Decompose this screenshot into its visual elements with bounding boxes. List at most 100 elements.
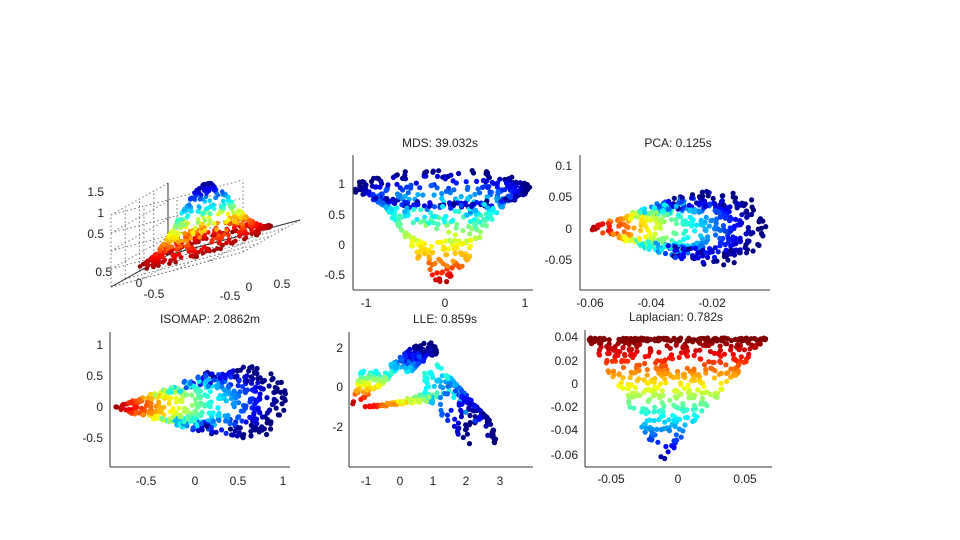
- data-point: [199, 409, 205, 415]
- data-point: [714, 336, 720, 342]
- data-point: [433, 277, 439, 283]
- data-point: [692, 228, 698, 234]
- data-point: [416, 354, 422, 360]
- data-point: [416, 397, 422, 403]
- data-point: [632, 393, 638, 399]
- data-point: [439, 195, 445, 201]
- data-point: [444, 252, 450, 258]
- data-point: [249, 231, 254, 237]
- data-point: [451, 423, 457, 429]
- data-point: [193, 225, 198, 231]
- data-point: [239, 221, 245, 227]
- data-point: [160, 394, 166, 400]
- data-point: [190, 425, 196, 431]
- data-point: [600, 230, 606, 236]
- grid-line: [143, 245, 202, 279]
- data-point: [703, 366, 709, 373]
- data-point: [696, 374, 703, 380]
- data-point: [231, 210, 236, 215]
- data-point: [629, 212, 635, 218]
- data-point: [721, 351, 728, 357]
- data-point: [499, 199, 505, 205]
- data-point: [646, 386, 652, 392]
- data-point: [453, 381, 459, 387]
- data-point: [706, 223, 712, 229]
- data-point: [643, 425, 650, 432]
- data-point: [192, 396, 198, 402]
- data-point: [239, 418, 245, 424]
- data-point: [199, 230, 204, 235]
- data-point: [749, 204, 755, 210]
- data-point: [717, 235, 723, 242]
- data-point: [656, 349, 662, 355]
- data-point: [186, 202, 192, 207]
- data-point: [513, 179, 519, 185]
- data-point: [665, 243, 671, 249]
- data-point: [644, 367, 650, 373]
- data-point: [189, 392, 195, 398]
- data-point: [735, 368, 742, 374]
- data-point: [626, 346, 632, 353]
- data-point: [396, 223, 402, 229]
- data-point: [763, 224, 769, 230]
- data-point: [466, 223, 472, 230]
- data-point: [402, 193, 408, 199]
- data-point: [680, 408, 687, 414]
- data-point: [463, 179, 469, 185]
- data-point: [691, 402, 698, 409]
- data-point: [452, 250, 458, 256]
- data-point: [153, 408, 159, 414]
- data-point: [467, 231, 473, 237]
- data-point: [472, 191, 478, 197]
- data-point: [467, 218, 473, 224]
- data-point: [266, 408, 272, 414]
- data-point: [677, 380, 684, 386]
- data-point: [485, 205, 491, 211]
- data-point: [675, 368, 681, 375]
- data-point: [715, 249, 721, 255]
- data-point: [208, 204, 213, 210]
- data-point: [703, 203, 709, 209]
- data-point: [203, 379, 209, 385]
- data-point: [188, 235, 194, 241]
- data-point: [272, 384, 278, 391]
- data-point: [722, 215, 728, 221]
- data-point: [242, 389, 248, 396]
- data-point: [485, 421, 491, 427]
- data-point: [417, 392, 423, 398]
- data-point: [736, 346, 742, 352]
- data-point: [681, 247, 688, 253]
- data-point: [214, 227, 219, 232]
- data-point: [226, 232, 231, 238]
- data-point: [483, 223, 489, 229]
- data-point: [177, 414, 183, 420]
- data-point: [723, 370, 730, 376]
- data-point: [222, 375, 228, 381]
- data-point: [745, 238, 751, 244]
- data-point: [402, 209, 408, 215]
- data-point: [454, 429, 461, 435]
- data-point: [413, 180, 419, 186]
- data-point: [721, 253, 728, 260]
- data-point: [236, 400, 242, 406]
- data-point: [356, 378, 362, 384]
- data-point: [208, 425, 214, 431]
- data-point: [429, 398, 435, 404]
- data-point: [232, 428, 238, 434]
- data-point: [165, 389, 171, 395]
- data-point: [706, 359, 712, 365]
- data-point: [236, 377, 242, 383]
- data-point: [637, 209, 643, 215]
- data-point: [712, 245, 718, 251]
- data-point: [431, 192, 437, 198]
- data-point: [216, 233, 221, 238]
- data-point: [595, 222, 601, 228]
- data-point: [469, 204, 475, 210]
- data-point: [403, 230, 409, 236]
- y-tick-label: 1: [338, 177, 345, 191]
- data-point: [184, 392, 190, 398]
- data-point: [485, 432, 491, 438]
- y-tick-label: 0.5: [86, 369, 103, 383]
- x-tick-label: 0: [192, 474, 199, 488]
- data-point: [709, 366, 716, 372]
